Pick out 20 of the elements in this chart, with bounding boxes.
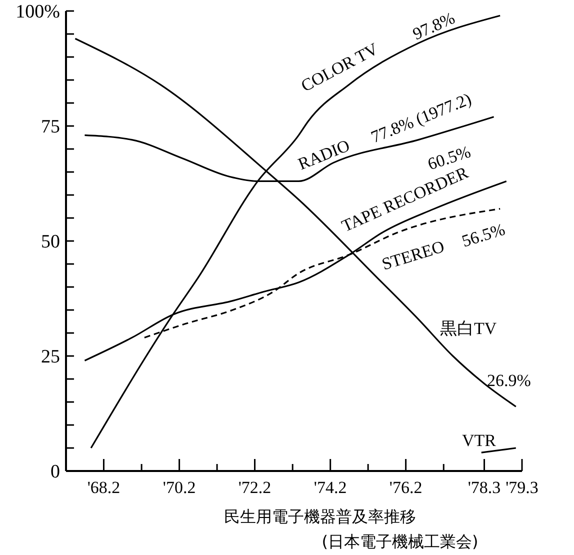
series-label: VTR (462, 431, 497, 450)
x-tick-label: '70.2 (162, 478, 196, 497)
text: STEREO (380, 236, 447, 274)
y-tick-label: 100% (16, 2, 60, 23)
text: (日本電子機械工業会) (322, 532, 478, 551)
x-tick-label: '72.2 (238, 478, 272, 497)
y-tick-label: 50 (41, 232, 60, 253)
x-tick-label: '68.2 (87, 478, 120, 497)
y-tick-label: 0 (50, 462, 60, 483)
x-tick-label: '74.2 (314, 478, 347, 497)
annotation: 97.8% (410, 8, 458, 44)
series-label: 黒白TV (440, 319, 498, 338)
x-tick-label: '79.3 (506, 478, 538, 497)
annotation: 26.9% (487, 371, 531, 390)
x-tick-label: '78.3 (468, 478, 501, 497)
y-tick-label: 75 (41, 116, 60, 138)
y-tick-label: 25 (41, 346, 60, 368)
x-tick-label: '76.2 (389, 478, 422, 497)
text: 民生用電子機器普及率推移 (224, 507, 416, 526)
annotation: 56.5% (460, 220, 508, 251)
